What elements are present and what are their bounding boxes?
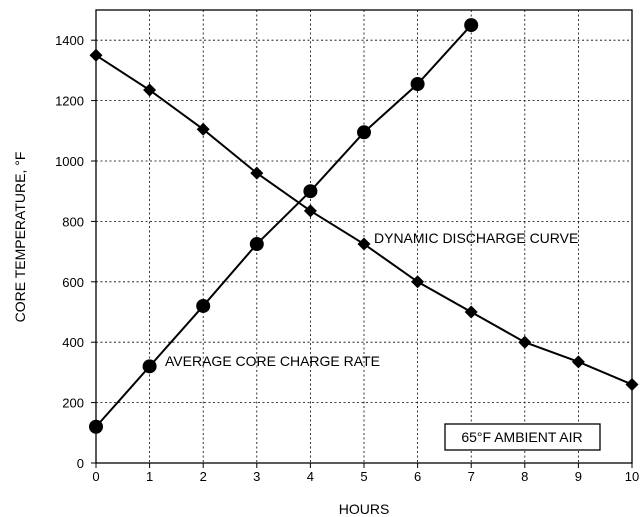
y-tick-label: 600 — [62, 275, 84, 290]
plot-frame — [95, 9, 633, 464]
y-tick-label: 200 — [62, 396, 84, 411]
series — [89, 18, 639, 434]
x-tick-label: 10 — [625, 469, 639, 484]
y-tick-label: 800 — [62, 214, 84, 229]
series-discharge-curve — [89, 48, 639, 391]
ambient-air-label: 65°F AMBIENT AIR — [461, 429, 582, 445]
data-point — [518, 335, 532, 349]
x-tick-label: 5 — [360, 469, 367, 484]
y-tick-label: 1400 — [55, 33, 84, 48]
data-point — [89, 419, 103, 434]
data-point — [196, 298, 211, 313]
x-tick-label: 8 — [521, 469, 528, 484]
data-point — [357, 125, 371, 140]
data-point — [410, 76, 425, 91]
x-axis-label: HOURS — [339, 501, 390, 517]
axis-ticks: 0 1 2 3 4 5 6 7 8 9 10 0 200 400 600 800 1000 1200 1400 — [55, 33, 639, 484]
data-point — [411, 275, 425, 289]
data-point — [303, 204, 317, 218]
data-point — [249, 237, 264, 252]
x-tick-label: 9 — [575, 469, 582, 484]
data-point — [196, 122, 210, 136]
data-point — [464, 18, 479, 33]
y-tick-label: 1200 — [55, 94, 84, 109]
data-point — [571, 355, 585, 369]
ambient-air-note: 65°F AMBIENT AIR — [444, 423, 601, 451]
grid — [96, 10, 632, 463]
data-point — [143, 83, 157, 97]
x-tick-label: 7 — [468, 469, 475, 484]
x-tick-label: 4 — [307, 469, 314, 484]
data-point — [625, 377, 639, 391]
series-label-charge-rate: AVERAGE CORE CHARGE RATE — [165, 353, 380, 369]
x-tick-label: 3 — [253, 469, 260, 484]
y-tick-label: 1000 — [55, 154, 84, 169]
ambient-air-box — [444, 423, 601, 451]
data-point — [142, 359, 157, 374]
series-line — [95, 24, 472, 428]
y-tick-label: 0 — [77, 456, 84, 471]
data-point — [250, 166, 264, 180]
x-tick-label: 0 — [92, 469, 99, 484]
y-tick-label: 400 — [62, 335, 84, 350]
series-label-discharge-curve: DYNAMIC DISCHARGE CURVE — [374, 230, 578, 246]
series-charge-rate — [89, 18, 479, 434]
data-point — [357, 237, 371, 251]
data-point — [303, 184, 318, 199]
x-tick-label: 2 — [200, 469, 207, 484]
x-tick-label: 6 — [414, 469, 421, 484]
x-tick-label: 1 — [146, 469, 153, 484]
y-axis-label: CORE TEMPERATURE, °F — [12, 152, 28, 323]
data-point — [464, 305, 478, 319]
data-point — [89, 48, 103, 62]
